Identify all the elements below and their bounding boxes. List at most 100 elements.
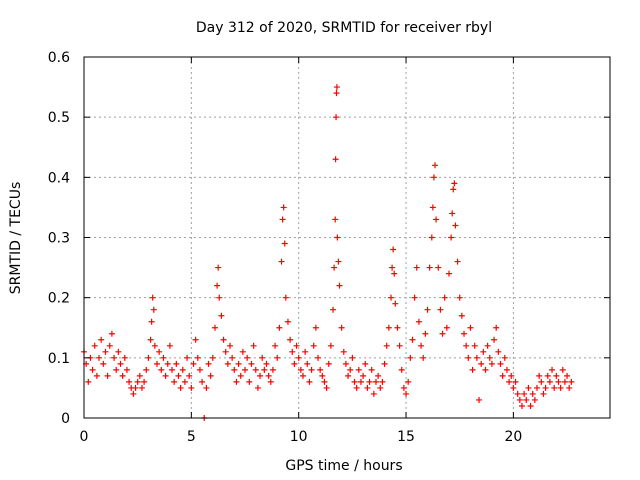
- data-point: [138, 384, 145, 391]
- data-point: [211, 324, 218, 331]
- data-point: [420, 354, 427, 361]
- data-point: [325, 360, 332, 367]
- data-point: [364, 384, 371, 391]
- data-point: [158, 366, 165, 373]
- data-point: [150, 306, 157, 313]
- data-point: [375, 372, 382, 379]
- data-point: [242, 366, 249, 373]
- data-point: [342, 360, 349, 367]
- data-point: [452, 222, 459, 229]
- data-point: [331, 264, 338, 271]
- data-point: [224, 360, 231, 367]
- x-tick-label: 5: [187, 429, 196, 445]
- data-point: [441, 294, 448, 301]
- data-point: [377, 384, 384, 391]
- data-point: [272, 342, 279, 349]
- data-point: [279, 216, 286, 223]
- y-tick-label: 0.6: [48, 50, 70, 66]
- data-point: [553, 372, 560, 379]
- data-point: [254, 384, 261, 391]
- data-points: [81, 84, 575, 421]
- data-point: [188, 384, 195, 391]
- data-point: [287, 336, 294, 343]
- data-point: [383, 342, 390, 349]
- data-point: [355, 366, 362, 373]
- data-point: [385, 324, 392, 331]
- data-point: [566, 384, 573, 391]
- data-point: [147, 336, 154, 343]
- data-point: [340, 348, 347, 355]
- data-point: [151, 342, 158, 349]
- data-point: [282, 294, 289, 301]
- data-point: [405, 378, 412, 385]
- data-point: [115, 348, 122, 355]
- data-point: [231, 366, 238, 373]
- data-point: [503, 366, 510, 373]
- data-point: [91, 342, 98, 349]
- chart-title: Day 312 of 2020, SRMTID for receiver rby…: [196, 20, 492, 36]
- data-point: [257, 372, 264, 379]
- data-point: [333, 84, 340, 91]
- data-point: [499, 372, 506, 379]
- y-tick-label: 0.4: [48, 170, 70, 186]
- data-point: [235, 360, 242, 367]
- data-point: [209, 354, 216, 361]
- data-point: [409, 336, 416, 343]
- data-point: [437, 306, 444, 313]
- data-point: [332, 156, 339, 163]
- data-point: [534, 384, 541, 391]
- data-point: [222, 348, 229, 355]
- data-point: [521, 390, 528, 397]
- data-point: [454, 258, 461, 265]
- data-point: [495, 348, 502, 355]
- data-point: [568, 378, 575, 385]
- data-point: [546, 378, 553, 385]
- data-point: [239, 348, 246, 355]
- data-point: [310, 342, 317, 349]
- data-point: [89, 366, 96, 373]
- data-point: [226, 342, 233, 349]
- data-point: [510, 384, 517, 391]
- data-point: [117, 360, 124, 367]
- data-point: [396, 342, 403, 349]
- data-point: [561, 378, 568, 385]
- data-point: [156, 348, 163, 355]
- data-point: [295, 354, 302, 361]
- data-point: [445, 270, 452, 277]
- data-point: [244, 354, 251, 361]
- data-point: [319, 372, 326, 379]
- data-point: [540, 390, 547, 397]
- data-point: [429, 204, 436, 211]
- data-point: [508, 372, 515, 379]
- data-point: [379, 378, 386, 385]
- data-point: [391, 270, 398, 277]
- data-point: [338, 324, 345, 331]
- data-point: [175, 372, 182, 379]
- data-point: [148, 318, 155, 325]
- data-point: [179, 366, 186, 373]
- data-point: [463, 342, 470, 349]
- data-point: [299, 372, 306, 379]
- data-point: [450, 186, 457, 193]
- data-point: [250, 342, 257, 349]
- data-point: [368, 366, 375, 373]
- data-point: [389, 264, 396, 271]
- data-point: [132, 384, 139, 391]
- data-point: [304, 360, 311, 367]
- data-point: [467, 324, 474, 331]
- data-point: [478, 360, 485, 367]
- data-point: [166, 342, 173, 349]
- data-point: [205, 360, 212, 367]
- data-point: [473, 354, 480, 361]
- data-point: [493, 324, 500, 331]
- data-point: [334, 234, 341, 241]
- data-point: [184, 354, 191, 361]
- data-point: [229, 354, 236, 361]
- data-point: [514, 390, 521, 397]
- data-point: [559, 366, 566, 373]
- data-point: [449, 210, 456, 217]
- data-point: [123, 366, 130, 373]
- data-point: [267, 378, 274, 385]
- data-point: [456, 294, 463, 301]
